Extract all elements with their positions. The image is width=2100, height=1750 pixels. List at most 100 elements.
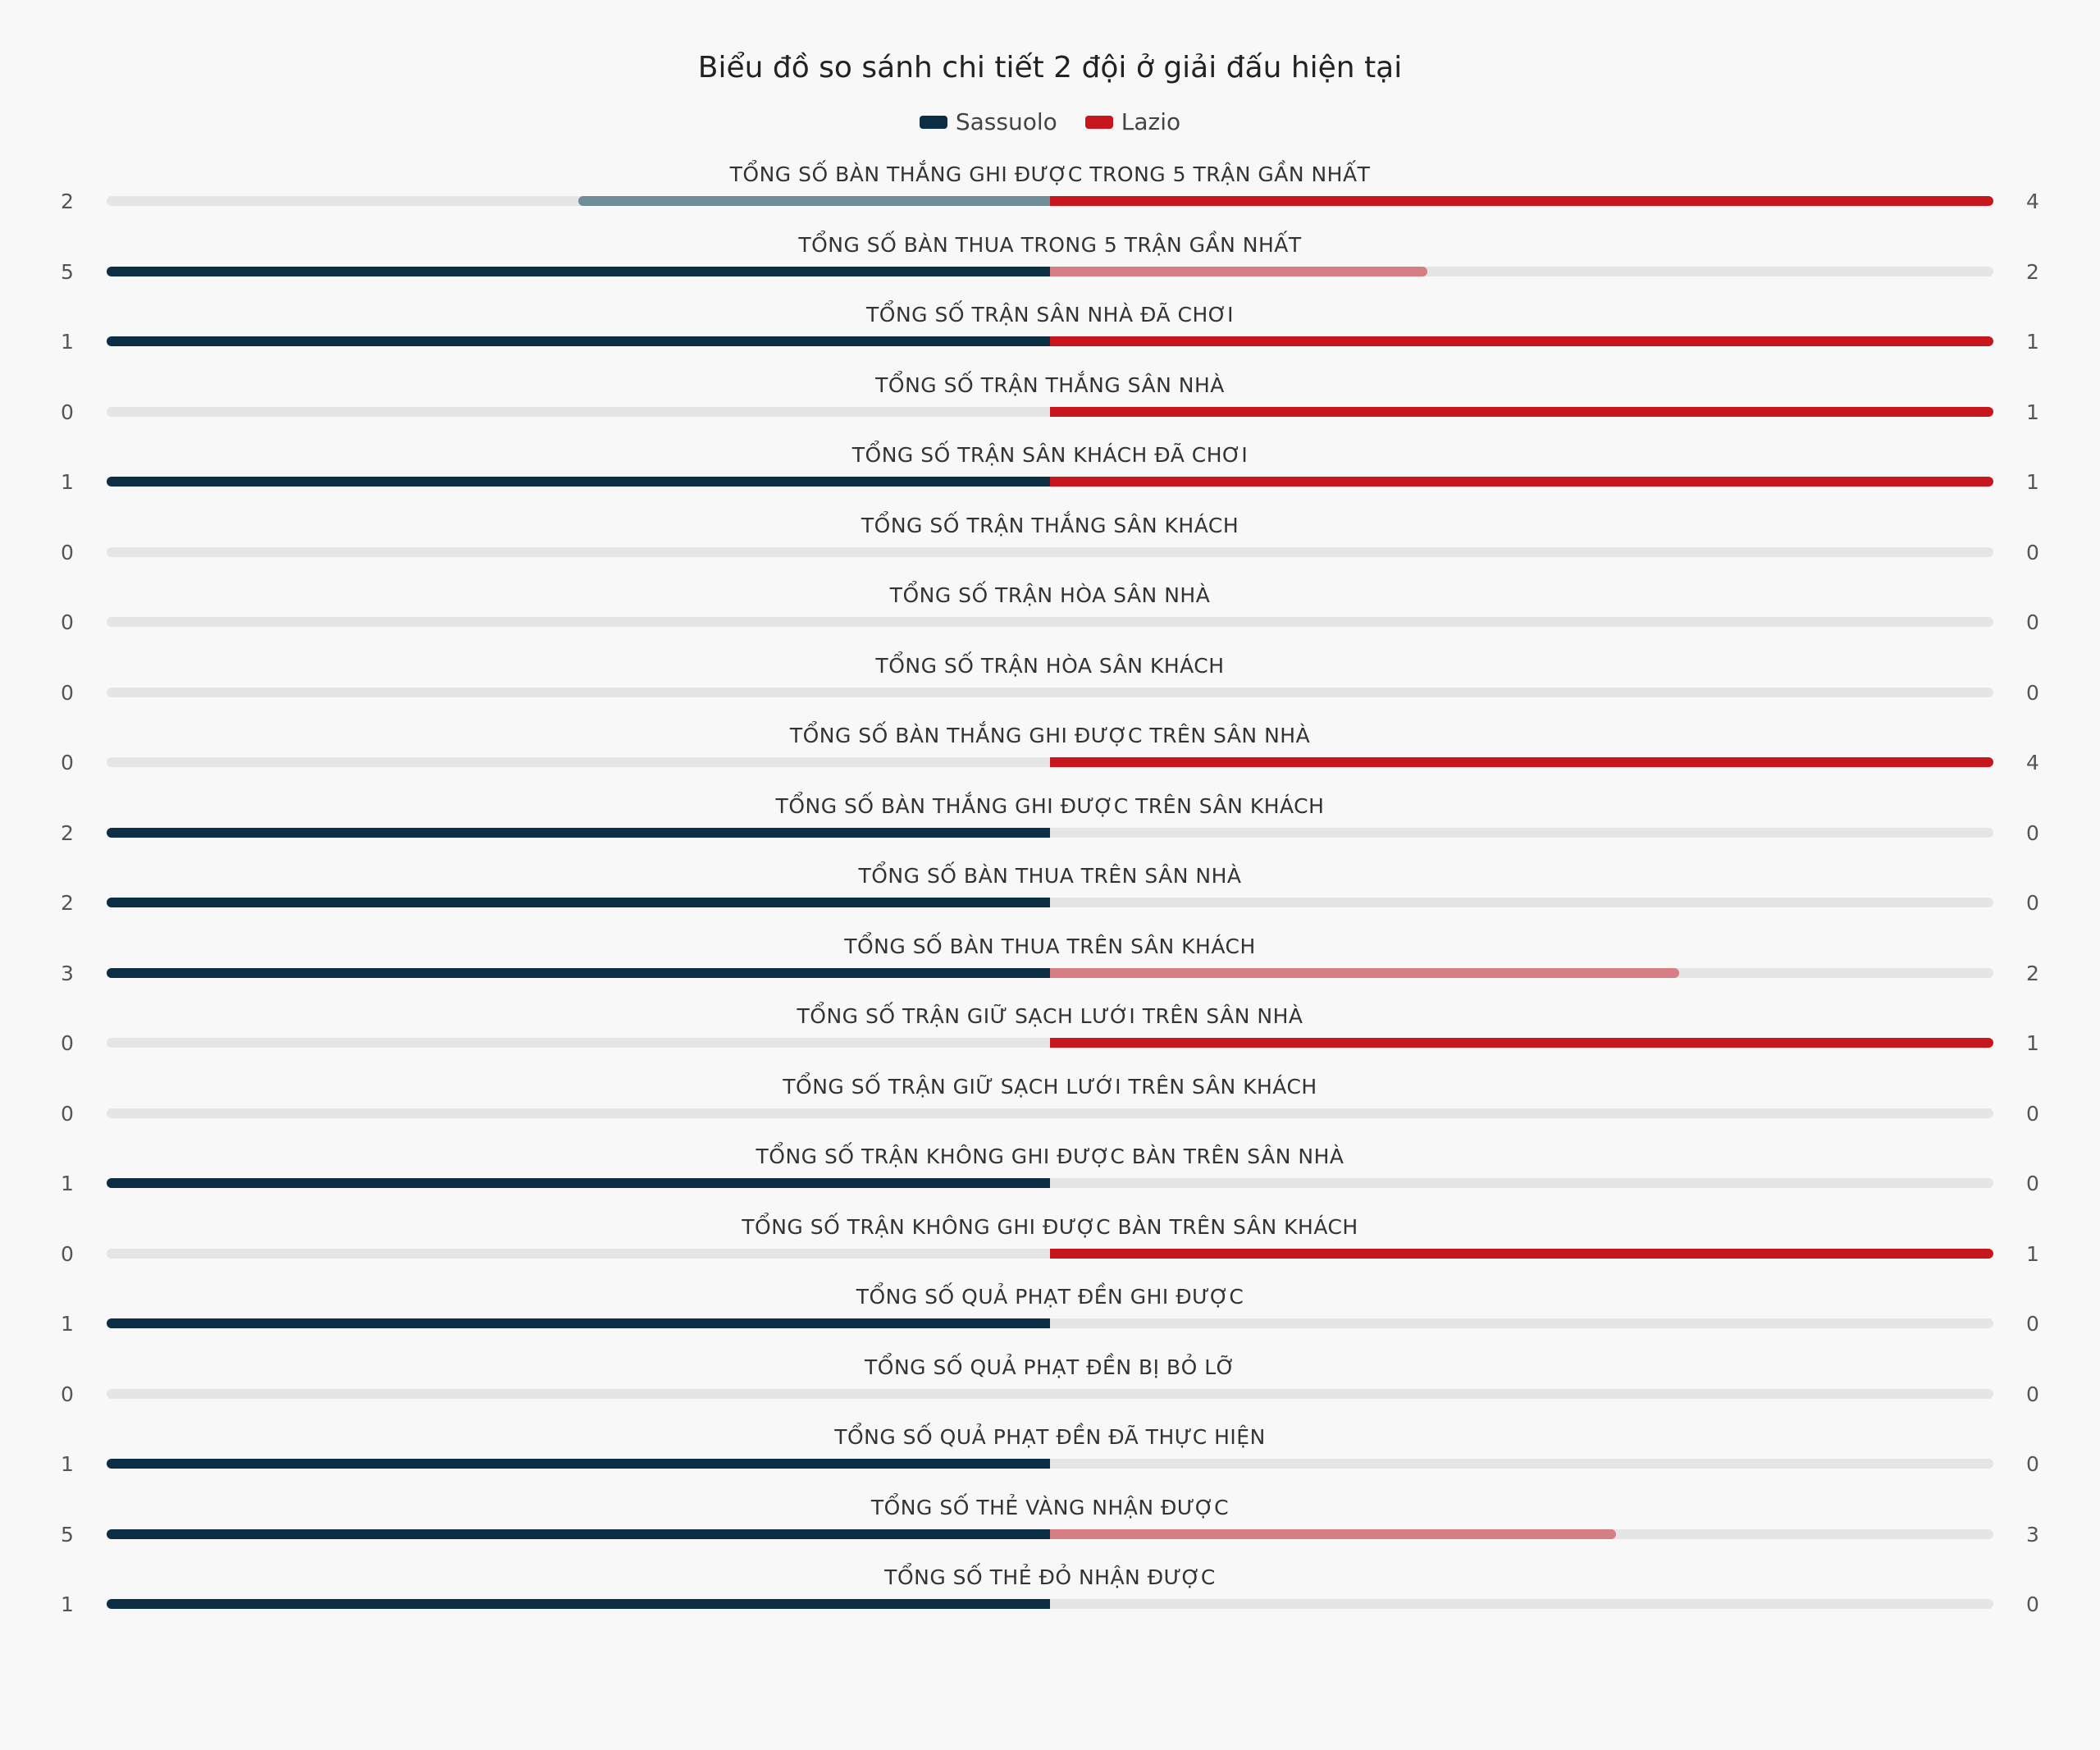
stat-label: TỔNG SỐ BÀN THUA TRÊN SÂN NHÀ [858, 864, 1242, 888]
bar-lazio[interactable] [1050, 1248, 1993, 1259]
stat-bar-track [107, 1248, 1993, 1259]
stat-value-sassuolo: 2 [61, 190, 74, 213]
bar-sassuolo[interactable] [107, 1528, 1050, 1539]
stat-value-sassuolo: 0 [61, 610, 74, 634]
stat-value-lazio: 1 [2026, 1241, 2039, 1266]
stat-label: TỔNG SỐ TRẬN SÂN NHÀ ĐÃ CHƠI [866, 303, 1234, 327]
stat-value-sassuolo: 1 [61, 1452, 74, 1476]
stat-value-lazio: 0 [2026, 891, 2039, 915]
stat-label: TỔNG SỐ TRẬN THẮNG SÂN NHÀ [875, 372, 1225, 397]
stat-value-lazio: 3 [2026, 1522, 2039, 1547]
stat-label: TỔNG SỐ BÀN THẮNG GHI ĐƯỢC TRONG 5 TRẬN … [729, 162, 1371, 186]
stat-bar-track [107, 266, 1993, 276]
stat-bar-track [107, 546, 1993, 557]
stat-value-lazio: 0 [2026, 1592, 2039, 1616]
stat-label: TỔNG SỐ BÀN THUA TRONG 5 TRẬN GẦN NHẤT [798, 232, 1302, 257]
stat-bar-track [107, 687, 1993, 697]
stat-value-lazio: 1 [2026, 470, 2039, 494]
stat-bar-track [107, 898, 1993, 907]
stat-label: TỔNG SỐ QUẢ PHẠT ĐỀN GHI ĐƯỢC [856, 1285, 1244, 1309]
stat-value-sassuolo: 3 [61, 961, 74, 985]
stat-value-sassuolo: 5 [61, 259, 74, 284]
stat-value-sassuolo: 1 [61, 1592, 74, 1616]
bar-sassuolo[interactable] [107, 967, 1050, 978]
bar-lazio[interactable] [1050, 1528, 1616, 1539]
chart-title: Biểu đồ so sánh chi tiết 2 đội ở giải đấ… [697, 51, 1403, 85]
bar-sassuolo[interactable] [107, 1178, 1050, 1188]
stat-label: TỔNG SỐ BÀN THUA TRÊN SÂN KHÁCH [844, 934, 1256, 958]
stat-value-sassuolo: 1 [61, 1172, 74, 1195]
stat-label: TỔNG SỐ TRẬN HÒA SÂN KHÁCH [875, 653, 1225, 678]
bar-sassuolo[interactable] [107, 1459, 1050, 1469]
stat-value-sassuolo: 0 [61, 1031, 74, 1055]
bar-sassuolo[interactable] [107, 1318, 1050, 1328]
stat-value-lazio: 4 [2026, 190, 2039, 213]
legend-swatch-sassuolo [919, 115, 947, 129]
legend-label-sassuolo: Sassuolo [955, 108, 1057, 135]
stat-value-sassuolo: 1 [61, 1312, 74, 1336]
stat-value-lazio: 0 [2026, 680, 2039, 705]
stat-value-lazio: 0 [2026, 610, 2039, 634]
bar-lazio[interactable] [1050, 967, 1679, 978]
bar-lazio[interactable] [1050, 336, 1993, 346]
stat-label: TỔNG SỐ TRẬN GIỮ SẠCH LƯỚI TRÊN SÂN NHÀ [797, 1004, 1303, 1028]
stat-label: TỔNG SỐ THẺ ĐỎ NHẬN ĐƯỢC [884, 1565, 1216, 1589]
bar-sassuolo[interactable] [107, 898, 1050, 907]
stat-bar-track [107, 617, 1993, 627]
legend: Sassuolo Lazio [0, 108, 2100, 135]
stat-bar-track [107, 406, 1993, 417]
stat-value-lazio: 0 [2026, 540, 2039, 564]
stat-bar-track [107, 1038, 1993, 1048]
stat-bar-track [107, 757, 1993, 767]
stat-value-sassuolo: 0 [61, 400, 74, 424]
stat-bar-track [107, 1388, 1993, 1399]
stat-value-sassuolo: 5 [61, 1522, 74, 1547]
bar-lazio[interactable] [1050, 266, 1427, 276]
stat-label: TỔNG SỐ TRẬN KHÔNG GHI ĐƯỢC BÀN TRÊN SÂN… [756, 1145, 1344, 1168]
stat-bar-track [107, 827, 1993, 838]
stat-value-lazio: 0 [2026, 1382, 2039, 1406]
bar-sassuolo[interactable] [107, 827, 1050, 838]
stat-bar-track [107, 336, 1993, 346]
stat-label: TỔNG SỐ TRẬN SÂN KHÁCH ĐÃ CHƠI [851, 443, 1249, 467]
bar-lazio[interactable] [1050, 757, 1993, 767]
stat-value-sassuolo: 0 [61, 540, 74, 564]
bar-sassuolo[interactable] [578, 196, 1050, 206]
stat-label: TỔNG SỐ TRẬN GIỮ SẠCH LƯỚI TRÊN SÂN KHÁC… [783, 1074, 1317, 1099]
stat-bar-track [107, 1178, 1993, 1188]
stat-value-sassuolo: 2 [61, 891, 74, 915]
stat-label: TỔNG SỐ TRẬN THẮNG SÂN KHÁCH [861, 513, 1239, 537]
stat-label: TỔNG SỐ BÀN THẮNG GHI ĐƯỢC TRÊN SÂN NHÀ [789, 724, 1311, 747]
stat-label: TỔNG SỐ QUẢ PHẠT ĐỀN BỊ BỎ LỠ [865, 1355, 1235, 1379]
stat-value-sassuolo: 0 [61, 751, 74, 774]
stat-value-lazio: 1 [2026, 330, 2039, 354]
stat-label: TỔNG SỐ TRẬN HÒA SÂN NHÀ [889, 583, 1211, 607]
stat-value-sassuolo: 1 [61, 470, 74, 494]
bar-lazio[interactable] [1050, 196, 1993, 206]
bar-lazio[interactable] [1050, 477, 1993, 487]
stat-label: TỔNG SỐ QUẢ PHẠT ĐỀN ĐÃ THỰC HIỆN [834, 1425, 1266, 1449]
legend-item-lazio[interactable]: Lazio [1084, 108, 1180, 135]
stat-bar-track [107, 967, 1993, 978]
stat-value-lazio: 2 [2026, 961, 2039, 985]
stat-value-lazio: 0 [2026, 820, 2039, 845]
stat-value-lazio: 0 [2026, 1452, 2039, 1476]
stat-value-sassuolo: 2 [61, 820, 74, 845]
bar-sassuolo[interactable] [107, 266, 1050, 276]
bar-sassuolo[interactable] [107, 477, 1050, 487]
stat-value-sassuolo: 0 [61, 1241, 74, 1266]
bar-sassuolo[interactable] [107, 336, 1050, 346]
legend-item-sassuolo[interactable]: Sassuolo [919, 108, 1057, 135]
stat-value-lazio: 2 [2026, 259, 2039, 284]
stat-value-sassuolo: 1 [61, 330, 74, 354]
stat-bar-track [107, 1459, 1993, 1469]
stat-value-lazio: 1 [2026, 1031, 2039, 1055]
bar-lazio[interactable] [1050, 406, 1993, 417]
stat-value-lazio: 0 [2026, 1101, 2039, 1126]
bar-lazio[interactable] [1050, 1038, 1993, 1048]
stat-label: TỔNG SỐ TRẬN KHÔNG GHI ĐƯỢC BÀN TRÊN SÂN… [742, 1214, 1358, 1239]
stat-bar-track [107, 196, 1993, 206]
stat-value-lazio: 0 [2026, 1172, 2039, 1195]
stat-value-lazio: 0 [2026, 1312, 2039, 1336]
bar-sassuolo[interactable] [107, 1599, 1050, 1609]
